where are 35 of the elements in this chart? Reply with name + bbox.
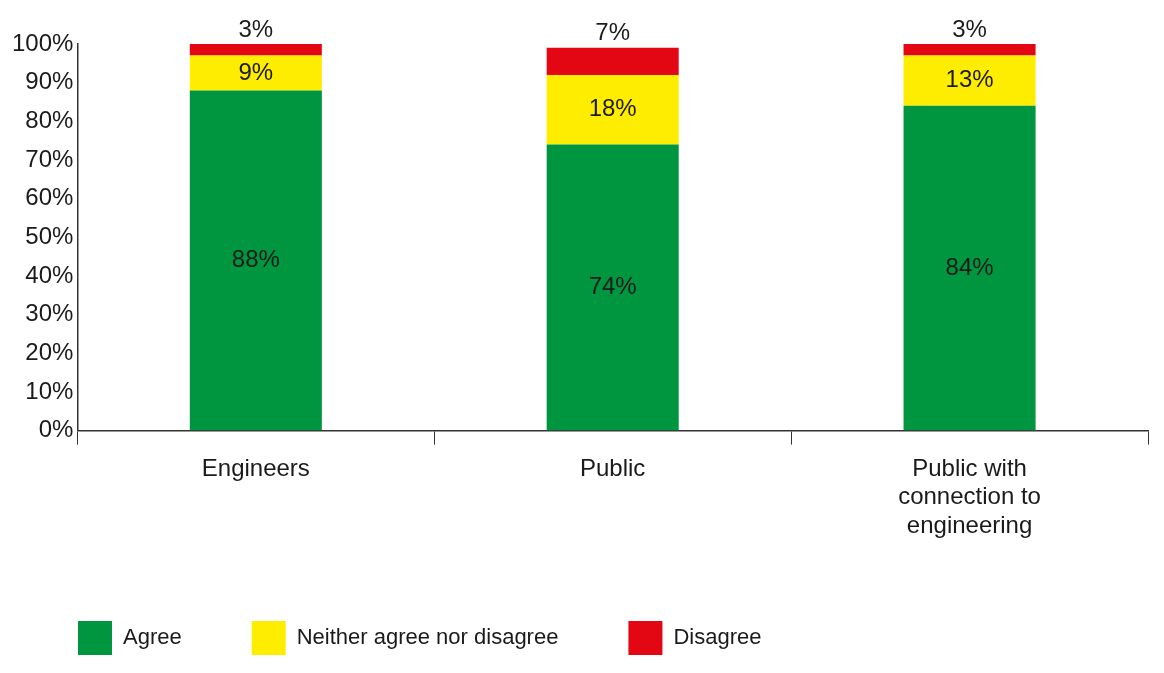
bar: [546, 47, 679, 75]
bar: [546, 144, 679, 431]
y-tick-label: 70%: [25, 144, 74, 172]
y-tick-label: 20%: [25, 337, 74, 365]
legend-label: Neither agree nor disagree: [296, 624, 559, 650]
y-tick-label: 60%: [25, 183, 74, 211]
bar: [903, 44, 1036, 56]
y-tick-label: 90%: [25, 67, 74, 95]
data-label: 88%: [231, 245, 280, 273]
data-label: 7%: [595, 18, 631, 46]
bar: [903, 105, 1036, 431]
bar: [903, 55, 1036, 106]
data-label: 84%: [945, 252, 994, 280]
bar: [189, 55, 322, 91]
bar: [189, 90, 322, 431]
y-tick-label: 80%: [25, 105, 74, 133]
bar: [546, 74, 679, 145]
data-label: 74%: [588, 272, 637, 300]
data-label: 3%: [952, 14, 987, 42]
y-tick-label: 50%: [25, 221, 74, 249]
y-tick-label: 10%: [25, 376, 74, 404]
y-tick-label: 100%: [11, 28, 74, 56]
y-tick-label: 30%: [25, 299, 74, 327]
bar: [189, 44, 322, 56]
legend-label: Agree: [123, 624, 182, 650]
data-label: 3%: [238, 14, 274, 42]
data-label: 18%: [588, 94, 637, 122]
data-label: 13%: [945, 65, 994, 93]
y-tick-label: 40%: [25, 260, 74, 288]
x-tick-label: Public with connection to engineering: [898, 453, 1041, 539]
x-tick-label: Public: [580, 453, 646, 481]
legend-label: Disagree: [673, 624, 762, 650]
y-tick-label: 0%: [38, 415, 74, 443]
data-label: 9%: [238, 57, 274, 85]
x-tick-label: Engineers: [201, 453, 310, 481]
